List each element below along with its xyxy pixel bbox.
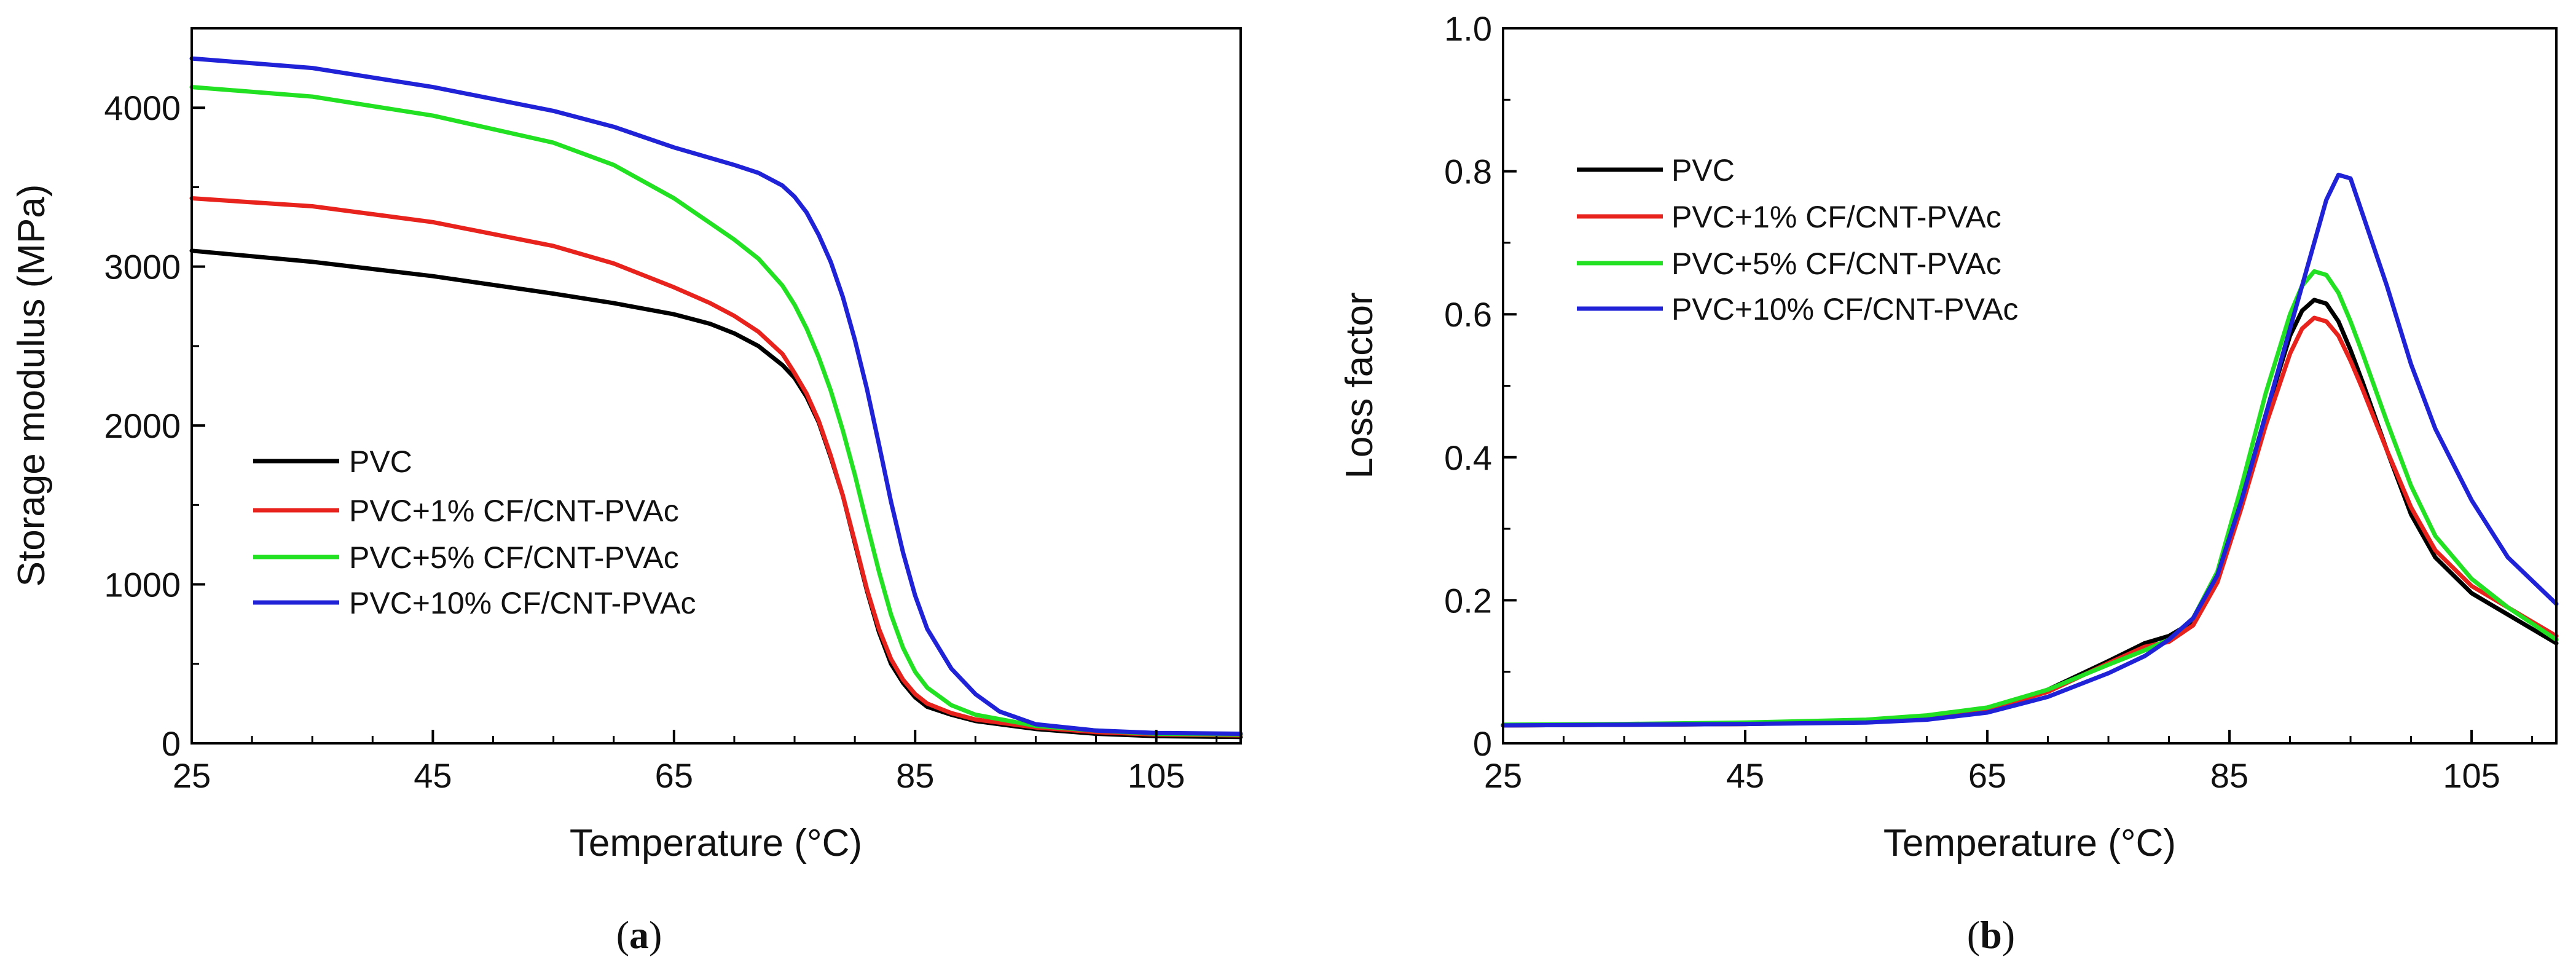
panel-a: 25 45 65 85 105 0 1000 2000 3000 4000 Temperature… xyxy=(10,27,1243,957)
panel-b-y-tick-label: 0.6 xyxy=(1444,295,1492,334)
panel-a-label: (a) xyxy=(616,913,662,957)
panel-a-x-tick-label: 45 xyxy=(414,756,452,795)
panel-b-x-tick-label: 105 xyxy=(2443,756,2500,795)
panel-a-series-lines xyxy=(189,56,1243,740)
panel-b-y-tick-label: 1.0 xyxy=(1444,9,1492,48)
panel-a-legend-label-1pct: PVC+1% CF/CNT-PVAc xyxy=(349,494,679,528)
panel-a-y-tick-label: 2000 xyxy=(104,406,181,445)
panel-a-legend: PVC PVC+1% CF/CNT-PVAc PVC+5% CF/CNT-PVA… xyxy=(253,444,696,620)
panel-b-series-lines xyxy=(1501,172,2559,728)
panel-b-series-line-0 xyxy=(1501,298,2559,728)
panel-a-y-tick-label: 0 xyxy=(162,724,181,763)
panel-a-x-tick-label: 85 xyxy=(896,756,934,795)
panel-a-y-tick-label: 1000 xyxy=(104,566,181,604)
panel-b-x-tick-label: 65 xyxy=(1968,756,2006,795)
panel-b-series-line-3 xyxy=(1501,172,2559,728)
panel-a-plot-frame xyxy=(190,27,1242,745)
panel-b-plot-frame xyxy=(1502,27,2558,745)
panel-b-x-tick-label: 25 xyxy=(1484,756,1522,795)
panel-b-y-axis-title: Loss factor xyxy=(1338,292,1381,478)
panel-b-legend-label-1pct: PVC+1% CF/CNT-PVAc xyxy=(1671,200,2001,234)
panel-b-legend-label-pvc: PVC xyxy=(1671,153,1735,188)
panel-b-tick-labels: 25 45 65 85 105 0 0.2 0.4 0.6 0.8 1.0 xyxy=(1444,9,2500,795)
panel-a-y-tick-label: 3000 xyxy=(104,248,181,286)
panel-a-x-axis-title: Temperature (°C) xyxy=(570,822,862,864)
panel-b-y-tick-label: 0.8 xyxy=(1444,152,1492,191)
panel-b-x-tick-label: 45 xyxy=(1726,756,1764,795)
panel-b-x-axis-title: Temperature (°C) xyxy=(1883,822,2176,864)
panel-b-series-line-1 xyxy=(1501,315,2559,728)
panel-a-y-axis-title: Storage modulus (MPa) xyxy=(10,184,53,587)
panel-b-legend-label-10pct: PVC+10% CF/CNT-PVAc xyxy=(1671,292,2019,326)
panel-b-label: (b) xyxy=(1967,913,2015,957)
panel-b-series-line-2 xyxy=(1501,269,2559,727)
panel-a-legend-label-5pct: PVC+5% CF/CNT-PVAc xyxy=(349,540,679,575)
panel-a-series-line-3 xyxy=(189,56,1243,736)
panel-b-ticks xyxy=(1502,27,2534,745)
panel-a-series-line-2 xyxy=(189,85,1243,737)
panel-b-x-tick-label: 85 xyxy=(2210,756,2248,795)
panel-a-y-tick-label: 4000 xyxy=(104,89,181,127)
panel-a-x-tick-label: 105 xyxy=(1128,756,1185,795)
panel-b: 25 45 65 85 105 0 0.2 0.4 0.6 0.8 1.0 Temperature … xyxy=(1338,9,2559,957)
panel-a-legend-label-10pct: PVC+10% CF/CNT-PVAc xyxy=(349,586,696,620)
panel-b-y-tick-label: 0.2 xyxy=(1444,581,1492,620)
panel-a-tick-labels: 25 45 65 85 105 0 1000 2000 3000 4000 xyxy=(104,89,1185,795)
panel-b-legend: PVC PVC+1% CF/CNT-PVAc PVC+5% CF/CNT-PVA… xyxy=(1577,153,2019,326)
panel-a-x-tick-label: 65 xyxy=(655,756,693,795)
panel-a-x-tick-label: 25 xyxy=(173,756,211,795)
panel-a-series-line-1 xyxy=(189,196,1243,738)
panel-a-legend-label-pvc: PVC xyxy=(349,444,412,479)
panel-b-y-tick-label: 0 xyxy=(1473,724,1492,763)
panel-b-legend-label-5pct: PVC+5% CF/CNT-PVAc xyxy=(1671,247,2001,281)
panel-a-ticks xyxy=(190,27,1218,745)
panel-b-y-tick-label: 0.4 xyxy=(1444,438,1492,477)
